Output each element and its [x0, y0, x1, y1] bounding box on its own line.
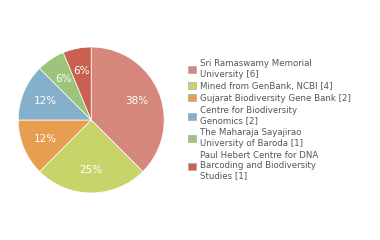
Text: 25%: 25% — [80, 165, 103, 175]
Text: 6%: 6% — [55, 74, 72, 84]
Wedge shape — [18, 68, 91, 120]
Wedge shape — [40, 53, 91, 120]
Wedge shape — [18, 120, 91, 172]
Wedge shape — [91, 47, 164, 172]
Text: 12%: 12% — [34, 96, 57, 106]
Legend: Sri Ramaswamy Memorial
University [6], Mined from GenBank, NCBI [4], Gujarat Bio: Sri Ramaswamy Memorial University [6], M… — [187, 58, 352, 182]
Text: 38%: 38% — [125, 96, 149, 106]
Text: 12%: 12% — [34, 134, 57, 144]
Wedge shape — [40, 120, 143, 193]
Wedge shape — [63, 47, 91, 120]
Text: 6%: 6% — [73, 66, 90, 76]
